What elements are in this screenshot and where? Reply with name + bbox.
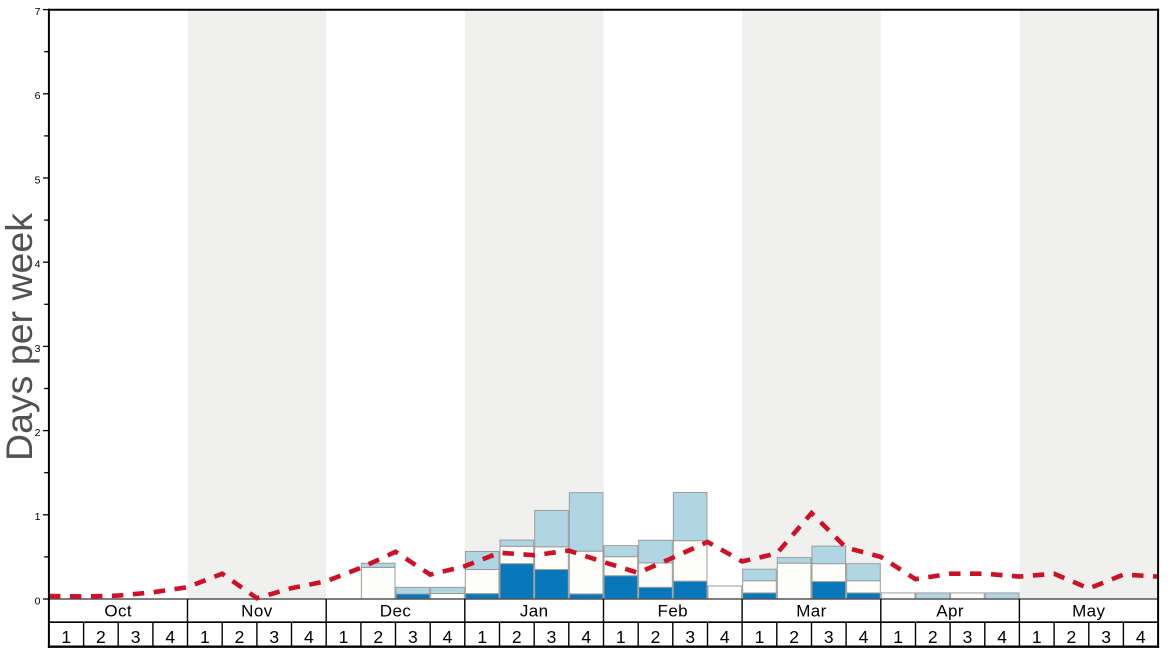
- svg-text:Days per week: Days per week: [0, 213, 40, 461]
- svg-text:3: 3: [1101, 627, 1111, 647]
- svg-text:4: 4: [581, 627, 591, 647]
- svg-text:2: 2: [1067, 627, 1077, 647]
- svg-text:4: 4: [35, 259, 41, 271]
- svg-text:4: 4: [720, 627, 730, 647]
- svg-text:7: 7: [35, 6, 41, 18]
- svg-text:3: 3: [963, 627, 973, 647]
- svg-text:1: 1: [1032, 627, 1042, 647]
- svg-text:2: 2: [373, 627, 383, 647]
- svg-text:1: 1: [616, 627, 626, 647]
- svg-text:2: 2: [35, 427, 41, 439]
- svg-text:5: 5: [35, 174, 41, 186]
- svg-text:1: 1: [477, 627, 487, 647]
- svg-text:2: 2: [928, 627, 938, 647]
- svg-text:3: 3: [685, 627, 695, 647]
- svg-text:6: 6: [35, 90, 41, 102]
- svg-text:4: 4: [1136, 627, 1146, 647]
- svg-text:Mar: Mar: [796, 601, 826, 620]
- svg-text:Dec: Dec: [380, 601, 412, 620]
- svg-text:4: 4: [997, 627, 1007, 647]
- svg-text:1: 1: [200, 627, 210, 647]
- svg-text:1: 1: [35, 511, 41, 523]
- svg-text:3: 3: [547, 627, 557, 647]
- svg-text:1: 1: [755, 627, 765, 647]
- svg-text:4: 4: [304, 627, 314, 647]
- svg-text:Apr: Apr: [936, 601, 964, 620]
- svg-text:4: 4: [859, 627, 869, 647]
- svg-text:3: 3: [408, 627, 418, 647]
- svg-text:May: May: [1072, 601, 1105, 620]
- svg-text:1: 1: [893, 627, 903, 647]
- svg-text:3: 3: [131, 627, 141, 647]
- svg-text:Oct: Oct: [104, 601, 132, 620]
- svg-text:Nov: Nov: [241, 601, 273, 620]
- svg-text:2: 2: [512, 627, 522, 647]
- svg-text:3: 3: [35, 343, 41, 355]
- svg-text:1: 1: [61, 627, 71, 647]
- svg-text:4: 4: [165, 627, 175, 647]
- svg-text:2: 2: [651, 627, 661, 647]
- svg-text:2: 2: [235, 627, 245, 647]
- svg-text:2: 2: [789, 627, 799, 647]
- svg-text:3: 3: [269, 627, 279, 647]
- svg-text:0: 0: [35, 595, 41, 607]
- svg-text:2: 2: [96, 627, 106, 647]
- svg-text:3: 3: [824, 627, 834, 647]
- svg-text:Feb: Feb: [658, 601, 689, 620]
- svg-text:1: 1: [339, 627, 349, 647]
- svg-text:Jan: Jan: [520, 601, 549, 620]
- svg-text:4: 4: [443, 627, 453, 647]
